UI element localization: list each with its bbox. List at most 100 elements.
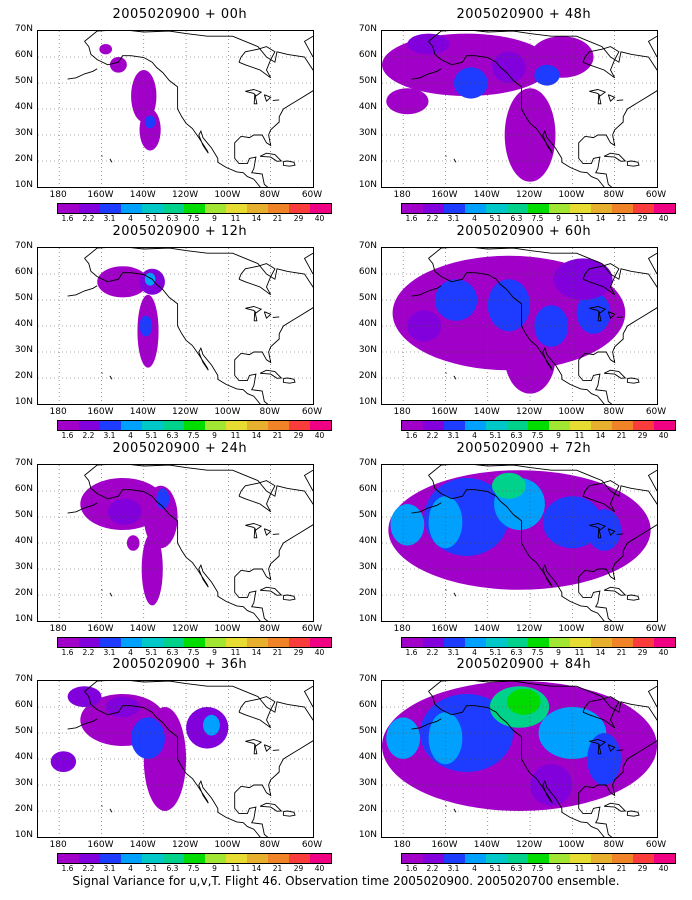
colorbar-label: 21	[616, 864, 627, 873]
colorbar-label: 3.1	[447, 431, 460, 440]
x-tick-label: 140W	[129, 624, 156, 634]
colorbar-swatch	[289, 204, 310, 213]
coastline	[67, 68, 98, 80]
colorbar-swatch	[247, 204, 268, 213]
coastline	[626, 810, 640, 817]
colorbar-label: 5.1	[145, 214, 158, 223]
variance-region	[131, 717, 165, 759]
coastline	[253, 743, 258, 755]
colorbar-label: 5.1	[145, 864, 158, 873]
colorbar-swatch	[654, 638, 675, 647]
y-tick-label: 60N	[14, 267, 33, 277]
colorbar-label: 21	[272, 648, 283, 657]
coastline	[282, 594, 296, 601]
colorbar-label: 2.2	[426, 214, 439, 223]
coastline	[259, 802, 283, 812]
colorbar-label: 4	[128, 214, 133, 223]
variance-region	[407, 310, 442, 342]
x-tick-label: 120W	[516, 624, 543, 634]
variance-region	[542, 496, 602, 549]
coastline	[603, 369, 627, 379]
colorbar-swatch	[570, 638, 591, 647]
colorbar-label: 40	[658, 431, 669, 440]
colorbar-swatch	[570, 854, 591, 863]
y-tick-label: 40N	[358, 102, 377, 112]
coastline	[411, 718, 442, 730]
variance-region	[553, 258, 613, 300]
coastline	[582, 480, 620, 513]
colorbar-label: 11	[230, 431, 241, 440]
panel-title: 2005020900 + 72h	[456, 441, 592, 456]
variance-region	[530, 764, 573, 806]
coastline	[238, 263, 276, 296]
colorbar-label: 4	[472, 431, 477, 440]
map-area	[381, 464, 658, 622]
x-tick-label: 60W	[645, 407, 667, 417]
coastline	[603, 586, 627, 596]
x-tick-label: 60W	[645, 190, 667, 200]
x-tick-label: 80W	[259, 190, 280, 200]
colorbar-label: 9	[212, 648, 217, 657]
y-tick-label: 50N	[14, 510, 33, 520]
variance-region	[97, 266, 148, 298]
colorbar-label: 6.3	[510, 431, 523, 440]
x-tick-label: 120W	[516, 190, 543, 200]
coastline	[101, 155, 103, 157]
colorbar-swatch	[310, 638, 331, 647]
coastline	[253, 93, 258, 105]
y-tick-label: 70N	[14, 241, 33, 251]
x-tick-label: 180	[393, 190, 411, 200]
y-tick-label: 50N	[14, 726, 33, 736]
coastline	[589, 306, 607, 314]
x-tick-label: 180	[49, 407, 67, 417]
x-tick-label: 100W	[214, 407, 241, 417]
x-tick-label: 180	[49, 624, 67, 634]
colorbar-label: 11	[574, 648, 585, 657]
coastline	[453, 158, 457, 163]
variance-region	[506, 688, 541, 715]
coastline	[411, 502, 442, 514]
x-tick-label: 140W	[473, 840, 500, 850]
coastline	[109, 808, 113, 813]
coastline	[647, 685, 657, 708]
colorbar-swatch	[402, 854, 423, 863]
colorbar-swatch	[58, 204, 79, 213]
colorbar-swatch	[121, 638, 142, 647]
colorbar-label: 6.3	[166, 648, 179, 657]
colorbar-swatch	[163, 854, 184, 863]
colorbar-swatch	[402, 421, 423, 430]
colorbar-swatch	[79, 854, 100, 863]
colorbar-swatch	[423, 204, 444, 213]
colorbar-label: 21	[616, 648, 627, 657]
colorbar-swatch	[549, 204, 570, 213]
colorbar-swatch	[591, 204, 612, 213]
colorbar-swatch	[486, 638, 507, 647]
colorbar-label: 9	[212, 214, 217, 223]
coastline	[589, 89, 607, 97]
coastline	[603, 802, 627, 812]
colorbar-label: 3.1	[447, 864, 460, 873]
variance-region	[99, 44, 113, 55]
colorbar-swatch	[612, 421, 633, 430]
coastline	[101, 589, 103, 591]
colorbar-swatch	[612, 204, 633, 213]
coastline	[282, 810, 296, 817]
colorbar	[401, 853, 676, 864]
colorbar-swatch	[633, 854, 654, 863]
y-tick-label: 70N	[14, 674, 33, 684]
colorbar-swatch	[486, 204, 507, 213]
y-tick-label: 30N	[14, 128, 33, 138]
coastline	[428, 465, 657, 621]
colorbar-swatch	[654, 204, 675, 213]
colorbar-label: 21	[616, 214, 627, 223]
coastline	[445, 589, 447, 591]
variance-region	[143, 485, 178, 549]
coastline	[259, 369, 283, 379]
colorbar-label: 7.5	[531, 431, 544, 440]
colorbar-label: 7.5	[187, 864, 200, 873]
colorbar-label: 29	[637, 864, 648, 873]
colorbar-label: 14	[595, 648, 606, 657]
colorbar-swatch	[58, 638, 79, 647]
colorbar-swatch	[465, 204, 486, 213]
coastline	[238, 46, 276, 79]
